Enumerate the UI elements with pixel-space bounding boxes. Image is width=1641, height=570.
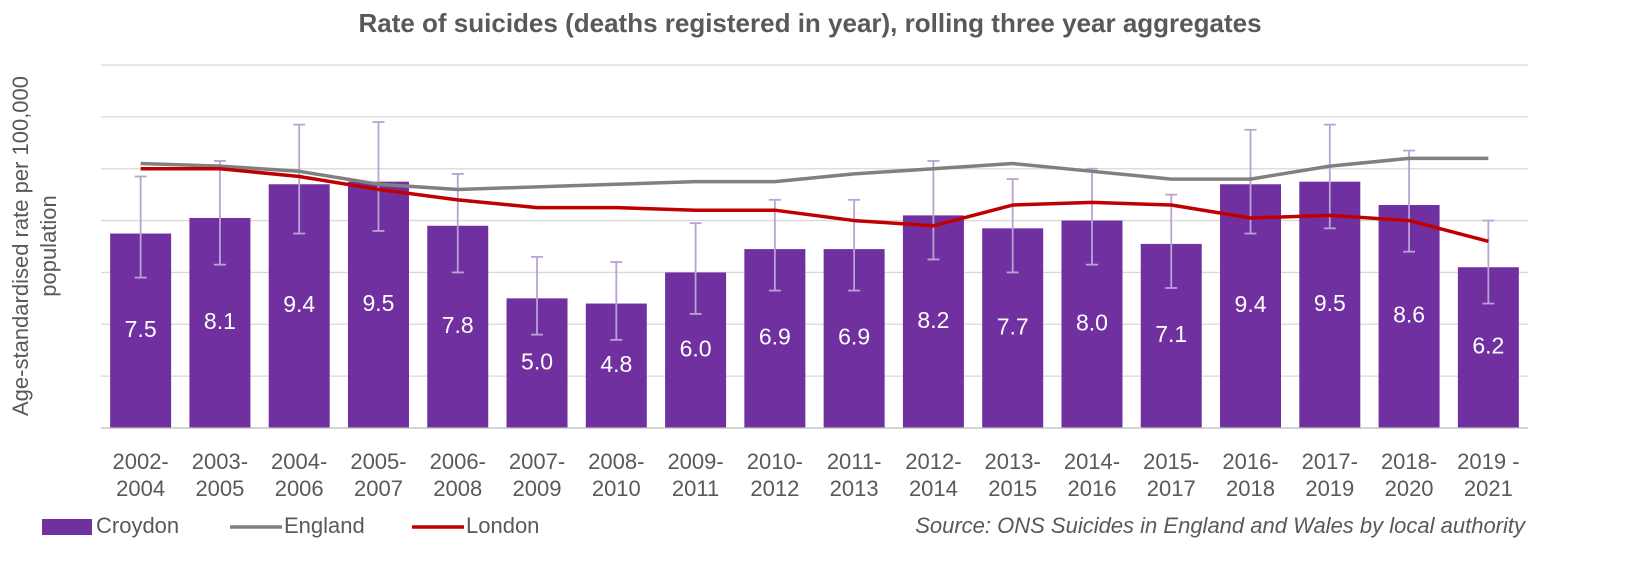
error-bar [1006, 178, 1019, 274]
y-axis-label: Age-standardised rate per 100,000 [8, 76, 33, 416]
data-label: 9.4 [1235, 291, 1267, 317]
x-tick-label: 2014 [909, 476, 958, 501]
data-label: 6.2 [1472, 333, 1504, 359]
error-bar [1165, 193, 1178, 289]
x-tick-label: 2020 [1385, 476, 1434, 501]
x-tick-label: 2009 [513, 476, 562, 501]
x-tick-label: 2011- [827, 449, 882, 474]
x-tick-label: 2002- [112, 449, 168, 474]
x-tick-label: 2015 [988, 476, 1037, 501]
x-tick-label: 2012- [905, 449, 961, 474]
data-label: 4.8 [600, 351, 632, 377]
data-label: 7.1 [1155, 321, 1187, 347]
error-bar [1323, 123, 1336, 230]
x-tick-label: 2006 [275, 476, 324, 501]
data-label: 6.9 [838, 324, 870, 350]
x-tick-label: 2006- [430, 449, 486, 474]
data-label: 9.4 [283, 291, 315, 317]
error-bar [927, 160, 940, 261]
legend-label: London [466, 513, 539, 538]
x-tick-label: 2008 [433, 476, 482, 501]
x-tick-label: 2015- [1143, 449, 1199, 474]
error-bar [134, 175, 147, 279]
x-tick-label: 2004- [271, 449, 327, 474]
x-tick-label: 2010- [747, 449, 803, 474]
data-label: 8.2 [917, 307, 949, 333]
error-bar [372, 121, 385, 232]
data-label: 9.5 [1314, 290, 1346, 316]
x-tick-label: 2005 [195, 476, 244, 501]
x-tick-label: 2019 [1305, 476, 1354, 501]
error-bar [768, 198, 781, 292]
data-label: 8.1 [204, 308, 236, 334]
x-tick-label: 2017 [1147, 476, 1196, 501]
x-tick-label: 2019 - [1457, 449, 1519, 474]
error-bar [531, 255, 544, 336]
x-tick-label: 2017- [1302, 449, 1358, 474]
x-tick-label: 2012 [750, 476, 799, 501]
data-label: 7.5 [125, 316, 157, 342]
data-label: 7.7 [997, 313, 1029, 339]
line [140, 156, 1489, 192]
data-label: 7.8 [442, 312, 474, 338]
x-tick-label: 2004 [116, 476, 165, 501]
error-bar [610, 261, 623, 341]
x-tick-label: 2007- [509, 449, 565, 474]
line [140, 166, 1489, 244]
error-bar [1482, 219, 1495, 305]
y-axis-label: population [36, 195, 61, 297]
data-label: 8.6 [1393, 302, 1425, 328]
x-tick-label: 2013- [985, 449, 1041, 474]
x-tick-label: 2016- [1222, 449, 1278, 474]
x-tick-label: 2005- [350, 449, 406, 474]
x-tick-label: 2013 [830, 476, 879, 501]
data-label: 8.0 [1076, 309, 1108, 335]
error-bar [213, 160, 226, 266]
x-tick-label: 2010 [592, 476, 641, 501]
x-tick-label: 2014- [1064, 449, 1120, 474]
data-label: 6.0 [680, 335, 712, 361]
x-tick-label: 2009- [667, 449, 723, 474]
x-tick-label: 2003- [192, 449, 248, 474]
data-label: 5.0 [521, 348, 553, 374]
x-tick-label: 2007 [354, 476, 403, 501]
data-label: 6.9 [759, 324, 791, 350]
error-bar [689, 222, 702, 315]
source-note: Source: ONS Suicides in England and Wale… [915, 513, 1527, 538]
data-label: 9.5 [362, 290, 394, 316]
error-bar [1403, 149, 1416, 253]
chart-title: Rate of suicides (deaths registered in y… [358, 8, 1261, 38]
x-tick-label: 2011 [672, 476, 719, 501]
x-tick-label: 2018 [1226, 476, 1275, 501]
error-bar [293, 123, 306, 235]
x-tick-label: 2016 [1067, 476, 1116, 501]
legend-label: England [284, 513, 365, 538]
legend-swatch [42, 519, 92, 535]
legend-label: Croydon [96, 513, 179, 538]
x-tick-label: 2008- [588, 449, 644, 474]
error-bar [848, 198, 861, 292]
error-bar [1085, 167, 1098, 266]
x-tick-label: 2018- [1381, 449, 1437, 474]
x-tick-label: 2021 [1464, 476, 1513, 501]
